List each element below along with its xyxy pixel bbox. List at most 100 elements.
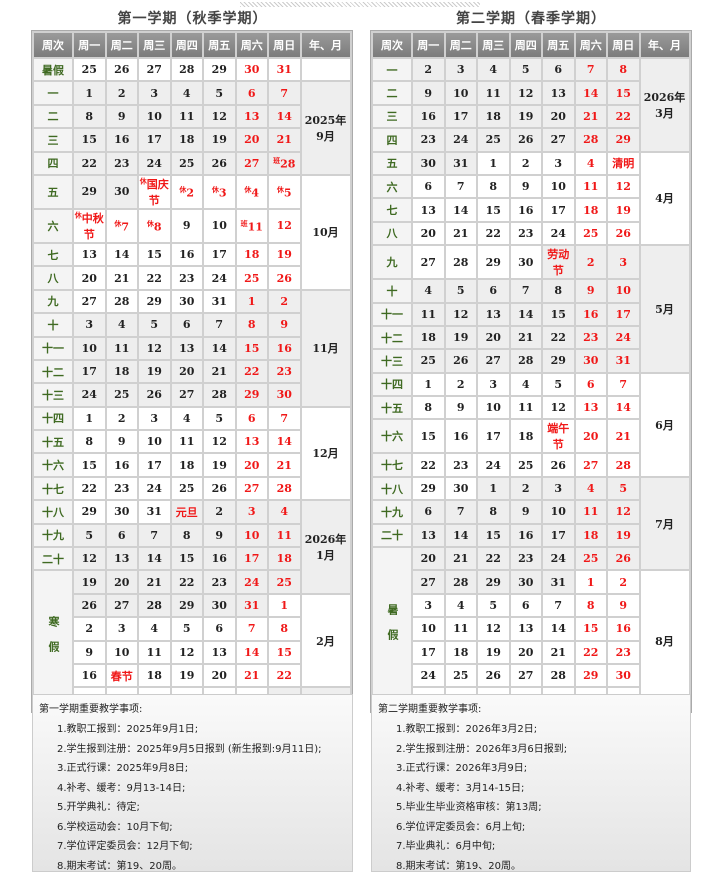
week-label: 九	[373, 246, 411, 278]
semester1-title: 第一学期（秋季学期）	[33, 8, 352, 28]
day-cell: 2	[107, 82, 138, 103]
day-cell: 15	[413, 420, 444, 452]
day-cell: 25	[237, 267, 268, 288]
month-label: 6月	[641, 374, 689, 476]
day-cell: 7	[269, 408, 300, 429]
day-cell: 15	[478, 525, 509, 546]
day-cell: 23	[269, 361, 300, 382]
day-cell: 3	[413, 595, 444, 616]
note-item: 7.毕业典礼：6月中旬;	[378, 837, 684, 857]
week-label: 十四	[34, 408, 72, 429]
day-cell: 9	[107, 431, 138, 452]
day-cell: 22	[478, 548, 509, 569]
day-cell: 19	[269, 244, 300, 265]
day-cell: 12	[446, 304, 477, 325]
day-cell: 2	[608, 571, 639, 592]
day-cell: 7	[237, 618, 268, 639]
day-cell: 2	[204, 501, 235, 522]
day-cell: 4	[478, 59, 509, 80]
semester2-title: 第二学期（春季学期）	[372, 8, 690, 28]
day-cell: 30	[107, 176, 138, 208]
day-cell: 8	[74, 431, 105, 452]
day-value: 8	[154, 220, 162, 233]
day-cell: 22	[172, 571, 203, 592]
column-header: 周五	[543, 33, 574, 57]
day-cell: 24	[74, 384, 105, 405]
day-cell: 22	[608, 106, 639, 127]
day-cell: 29	[478, 571, 509, 592]
day-cell: 28	[511, 350, 542, 371]
day-cell: 端午节	[543, 420, 574, 452]
day-cell: 17	[608, 304, 639, 325]
day-mark: 休	[277, 185, 284, 194]
day-cell: 27	[576, 454, 607, 475]
day-cell: 18	[511, 420, 542, 452]
decorative-divider	[240, 2, 480, 7]
day-cell: 27	[74, 291, 105, 312]
day-cell: 31	[269, 59, 300, 80]
week-label: 十八	[34, 501, 72, 522]
column-header: 周三	[478, 33, 509, 57]
day-cell: 6	[478, 280, 509, 301]
column-header: 周六	[576, 33, 607, 57]
day-cell: 29	[608, 129, 639, 150]
day-cell: 7	[446, 176, 477, 197]
day-cell: 15	[139, 244, 170, 265]
day-cell: 27	[172, 384, 203, 405]
day-cell: 3	[543, 153, 574, 174]
note-item: 3.正式行课：2026年3月9日;	[378, 759, 684, 779]
day-cell: 5	[74, 525, 105, 546]
month-label: 10月	[302, 176, 350, 289]
day-cell: 12	[204, 106, 235, 127]
day-cell: 28	[172, 59, 203, 80]
day-cell: 6	[237, 408, 268, 429]
day-cell: 班28	[269, 153, 300, 174]
day-cell: 18	[576, 199, 607, 220]
day-cell: 9	[172, 210, 203, 242]
column-header: 周日	[269, 33, 300, 57]
day-cell: 17	[139, 454, 170, 475]
day-cell: 23	[576, 327, 607, 348]
day-cell: 24	[608, 327, 639, 348]
day-cell: 13	[107, 548, 138, 569]
day-cell: 24	[204, 267, 235, 288]
day-cell: 17	[413, 642, 444, 663]
day-cell: 26	[608, 223, 639, 244]
day-cell: 21	[608, 420, 639, 452]
day-cell: 12	[172, 642, 203, 663]
day-cell: 5	[446, 280, 477, 301]
day-cell: 4	[413, 280, 444, 301]
week-label: 九	[34, 291, 72, 312]
day-cell: 22	[269, 665, 300, 686]
week-label: 五	[34, 176, 72, 208]
day-cell: 8	[172, 525, 203, 546]
day-cell: 11	[172, 106, 203, 127]
day-cell: 3	[139, 82, 170, 103]
week-label: 四	[373, 129, 411, 150]
day-cell: 14	[269, 106, 300, 127]
week-label: 七	[373, 199, 411, 220]
day-cell: 30	[413, 153, 444, 174]
day-cell: 23	[413, 129, 444, 150]
week-label: 十三	[34, 384, 72, 405]
day-cell: 11	[107, 338, 138, 359]
week-label: 十五	[373, 397, 411, 418]
day-cell: 2	[446, 374, 477, 395]
day-cell: 23	[608, 642, 639, 663]
week-label: 十九	[34, 525, 72, 546]
day-cell: 11	[172, 431, 203, 452]
month-label: 8月	[641, 571, 689, 709]
day-cell: 1	[237, 291, 268, 312]
day-cell: 10	[608, 280, 639, 301]
note-item: 6.学校运动会：10月下旬;	[39, 818, 346, 838]
note-item: 1.教职工报到：2026年3月2日;	[378, 720, 684, 740]
week-label: 十七	[34, 478, 72, 499]
week-label: 二十	[34, 548, 72, 569]
day-cell: 11	[576, 501, 607, 522]
day-cell: 27	[237, 478, 268, 499]
day-cell: 14	[543, 618, 574, 639]
day-cell: 15	[269, 642, 300, 663]
